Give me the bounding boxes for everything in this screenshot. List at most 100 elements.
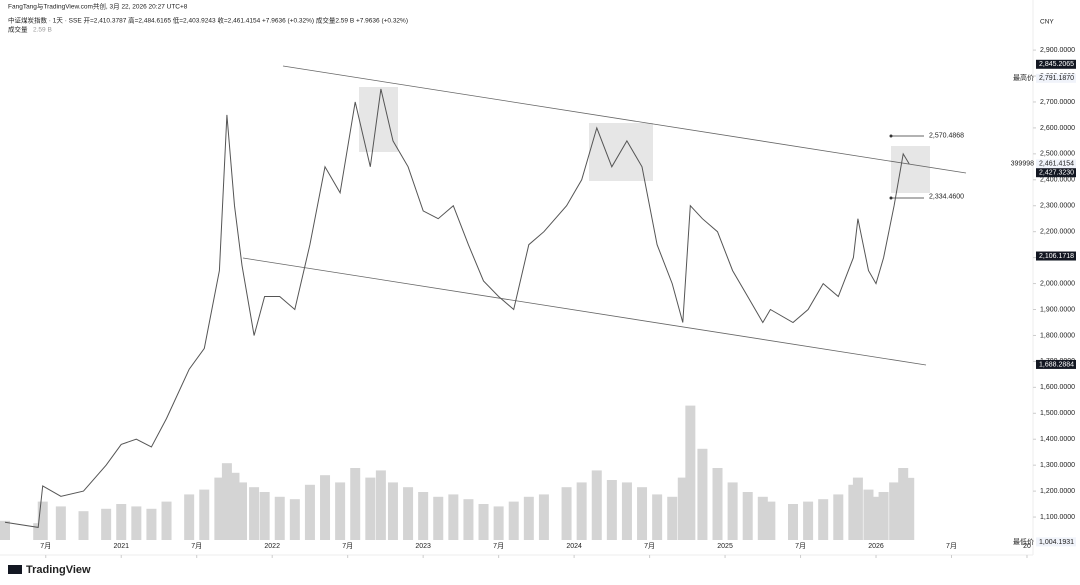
- y-tick-label: 1,600.0000: [1040, 384, 1075, 391]
- price-marker: [1036, 537, 1076, 547]
- x-tick-label: 7月: [795, 542, 806, 550]
- y-tick-label: 2,700.0000: [1040, 99, 1075, 106]
- volume-bar: [289, 499, 300, 540]
- volume-bar: [37, 501, 48, 540]
- volume-bar: [591, 470, 602, 540]
- volume-bar: [667, 496, 678, 540]
- x-tick-label: 7月: [191, 542, 202, 550]
- price-marker-label: 2,461.4154: [1039, 161, 1074, 168]
- price-line: [4, 88, 910, 528]
- volume-bar: [818, 499, 829, 540]
- range-dot: [889, 196, 893, 200]
- volume-bar: [375, 470, 386, 540]
- volume-bar: [403, 487, 414, 540]
- volume-bar: [538, 494, 549, 540]
- volume-bar: [871, 496, 882, 540]
- y-tick-label: 1,100.0000: [1040, 514, 1075, 521]
- volume-bar: [304, 484, 315, 540]
- volume-bar: [637, 487, 648, 540]
- volume-bar: [131, 506, 142, 540]
- volume-bar: [712, 468, 723, 540]
- y-tick-label: 1,800.0000: [1040, 332, 1075, 339]
- volume-bar: [365, 477, 376, 540]
- volume-bar: [463, 499, 474, 540]
- volume-bar: [387, 482, 398, 540]
- volume-bar: [652, 494, 663, 540]
- volume-bar: [0, 520, 10, 540]
- x-tick-label: 7月: [40, 542, 51, 550]
- volume-bar: [621, 482, 632, 540]
- volume-bar: [904, 477, 915, 540]
- volume-bar: [101, 508, 112, 540]
- x-tick-label: 7月: [946, 542, 957, 550]
- volume-bar: [418, 492, 429, 540]
- currency: CNY: [1040, 19, 1054, 26]
- y-tick-label: 2,300.0000: [1040, 203, 1075, 210]
- volume-label: 成交量: [8, 25, 28, 34]
- trendline: [282, 65, 967, 174]
- brand: TradingView: [26, 564, 91, 576]
- volume-bar: [561, 487, 572, 540]
- price-marker: [1036, 359, 1076, 369]
- volume-bar: [852, 477, 863, 540]
- price-marker-label: 1,688.2884: [1039, 361, 1074, 368]
- volume-bar: [508, 501, 519, 540]
- volume-bar: [184, 494, 195, 540]
- volume-bar: [677, 477, 688, 540]
- volume-bar: [335, 482, 346, 540]
- volume-bar: [727, 482, 738, 540]
- x-tick-label: 7月: [342, 542, 353, 550]
- price-marker-label: 2,106.1718: [1039, 253, 1074, 260]
- volume-bar: [878, 492, 889, 540]
- volume-bar: [685, 405, 696, 540]
- price-marker-label: 2,791.1870: [1039, 75, 1074, 82]
- range-dot: [889, 134, 893, 138]
- volume-bar: [116, 504, 127, 540]
- volume-bar: [320, 475, 331, 540]
- y-tick-label: 1,900.0000: [1040, 306, 1075, 313]
- volume-value: 2.59 B: [33, 27, 52, 34]
- volume-bar: [576, 482, 587, 540]
- volume-bar: [199, 489, 210, 540]
- volume-bar: [448, 494, 459, 540]
- volume-bar: [274, 496, 285, 540]
- volume-bar: [697, 448, 708, 540]
- price-marker: [1036, 59, 1076, 69]
- volume-bar: [146, 508, 157, 540]
- volume-bar: [803, 501, 814, 540]
- x-tick-label: 2024: [566, 543, 582, 550]
- volume-bar: [78, 511, 89, 540]
- x-tick-label: 20: [1023, 543, 1031, 550]
- volume-bar: [765, 501, 776, 540]
- y-tick-label: 1,400.0000: [1040, 436, 1075, 443]
- volume-bar: [433, 496, 444, 540]
- logo-icon: [8, 565, 22, 574]
- y-tick-label: 2,900.0000: [1040, 47, 1075, 54]
- volume-bar: [249, 487, 260, 540]
- y-tick-label: 2,000.0000: [1040, 280, 1075, 287]
- volume-bar: [221, 463, 232, 540]
- y-tick-label: 2,200.0000: [1040, 229, 1075, 236]
- price-marker: [1036, 168, 1076, 178]
- x-tick-label: 2021: [113, 543, 129, 550]
- price-marker-label: 2,570.4868: [929, 132, 964, 139]
- price-marker-label: 2,334.4600: [929, 194, 964, 201]
- price-marker: [1036, 159, 1076, 169]
- price-marker-tag: 最高价: [1013, 73, 1034, 82]
- highlight-box: [359, 87, 398, 152]
- x-tick-label: 2022: [264, 543, 280, 550]
- y-tick-label: 1,500.0000: [1040, 410, 1075, 417]
- volume-bar: [898, 468, 909, 540]
- volume-bar: [350, 468, 361, 540]
- y-tick-label: 2,400.0000: [1040, 177, 1075, 184]
- volume-bar: [214, 477, 225, 540]
- x-tick-label: 2025: [717, 543, 733, 550]
- x-tick-label: 7月: [644, 542, 655, 550]
- volume-bar: [259, 492, 270, 540]
- trendline: [242, 257, 927, 366]
- volume-bar: [787, 504, 798, 540]
- volume-bar: [606, 480, 617, 540]
- price-marker-label: 2,427.3230: [1039, 170, 1074, 177]
- x-tick-label: 7月: [493, 542, 504, 550]
